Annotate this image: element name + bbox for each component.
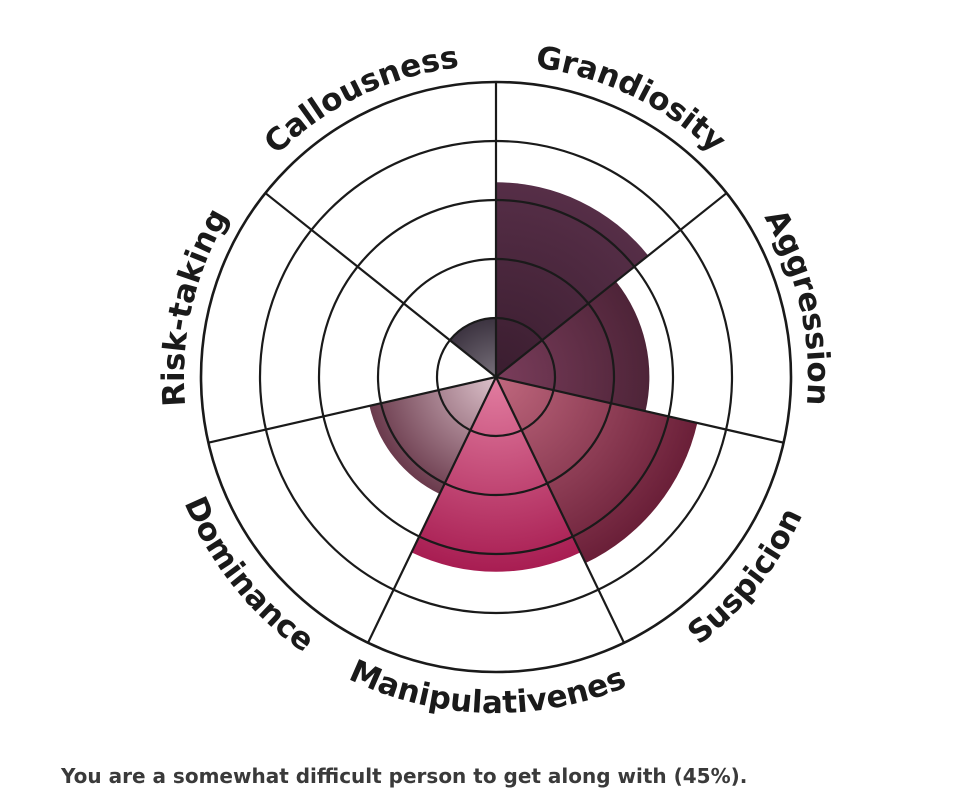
segment-suspicion (496, 377, 698, 564)
segment-dominance (369, 377, 496, 494)
grid-spoke (264, 192, 497, 378)
grid-spoke (495, 375, 784, 444)
grid-spoke (367, 376, 497, 644)
chart-svg: GrandiosityAggressionSuspicionManipulati… (0, 0, 836, 721)
label-suspicion: Suspicion (681, 503, 810, 652)
grid (199, 80, 793, 674)
value-segments (369, 182, 698, 572)
grid-spoke (495, 376, 625, 644)
label-aggression: Aggression (757, 204, 836, 407)
label-callousness: Callousness (257, 39, 460, 161)
segment-manipulativeness (411, 377, 581, 572)
segment-callousness (449, 318, 496, 377)
segment-aggression (496, 281, 650, 412)
radial-chart: Grandiosity Aggression Suspicion Manipulati… (0, 0, 836, 721)
category-labels: GrandiosityAggressionSuspicionManipulati… (0, 0, 836, 721)
grid-spoke (208, 375, 497, 444)
segment-grandiosity (496, 182, 649, 377)
label-risk-taking: Risk-taking (156, 202, 236, 407)
grid-spoke (495, 192, 728, 378)
label-dominance: Dominance (177, 491, 321, 659)
summary-text: You are a somewhat difficult person to g… (61, 764, 748, 788)
label-grandiosity: Grandiosity (534, 40, 733, 160)
